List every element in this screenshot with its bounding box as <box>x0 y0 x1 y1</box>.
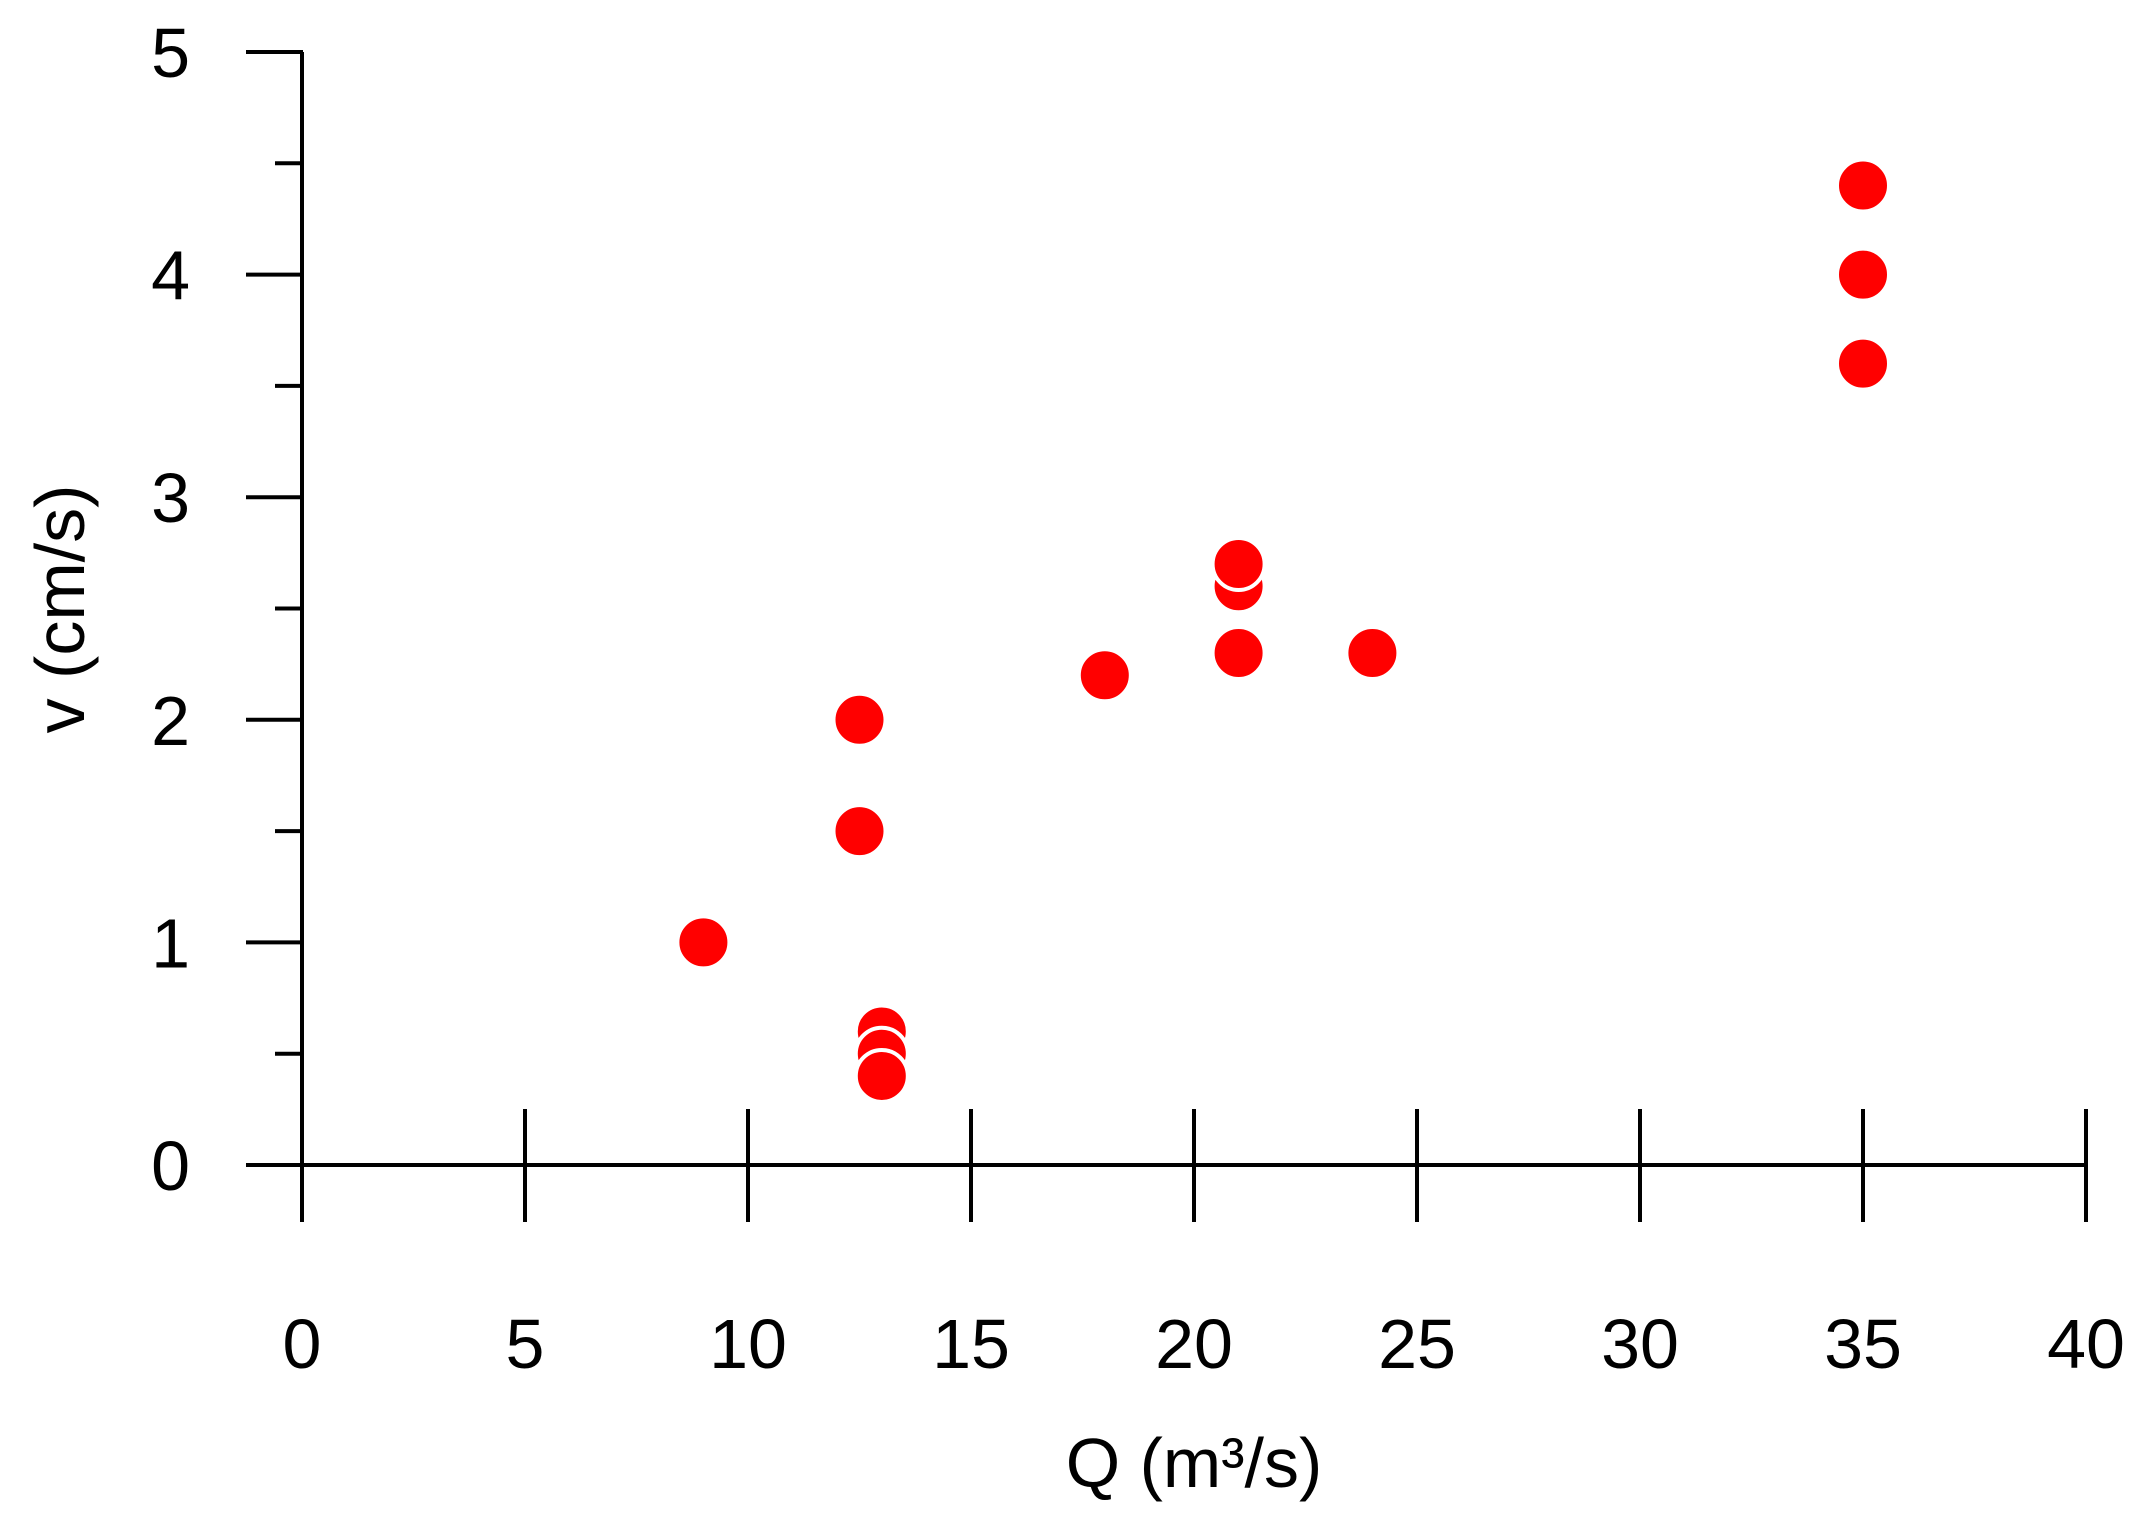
tick-labels-layer: 0 5 10 15 20 25 30 35 40 0 1 2 3 4 5 <box>151 14 2125 1383</box>
y-tick-label-4: 4 <box>151 237 190 315</box>
y-tick-label-3: 3 <box>151 459 190 537</box>
x-tick-label-15: 15 <box>932 1305 1010 1383</box>
y-axis-title: v (cm/s) <box>21 485 99 734</box>
data-point <box>1835 157 1891 214</box>
axes-layer <box>246 52 2086 1167</box>
data-point <box>853 1047 910 1104</box>
data-point <box>1344 625 1401 682</box>
data-point <box>831 691 888 748</box>
points-layer <box>675 157 1891 1104</box>
x-tick-label-30: 30 <box>1601 1305 1679 1383</box>
data-point <box>831 803 888 860</box>
y-tick-label-1: 1 <box>151 904 190 982</box>
x-tick-label-40: 40 <box>2047 1305 2125 1383</box>
x-axis-title: Q (m³/s) <box>1066 1424 1323 1502</box>
y-tick-label-5: 5 <box>151 14 190 92</box>
data-point <box>1210 625 1267 682</box>
data-point <box>675 914 732 971</box>
x-tick-label-25: 25 <box>1378 1305 1456 1383</box>
data-point <box>1835 246 1891 303</box>
x-tick-label-20: 20 <box>1155 1305 1233 1383</box>
x-tick-label-35: 35 <box>1824 1305 1902 1383</box>
data-point <box>1210 535 1267 592</box>
x-tick-label-10: 10 <box>709 1305 787 1383</box>
ticks-layer <box>246 50 2088 1222</box>
x-tick-label-5: 5 <box>506 1305 545 1383</box>
y-tick-label-2: 2 <box>151 682 190 760</box>
x-tick-label-0: 0 <box>283 1305 322 1383</box>
data-point <box>1835 335 1891 392</box>
data-point <box>1076 647 1133 704</box>
y-tick-label-0: 0 <box>151 1127 190 1205</box>
